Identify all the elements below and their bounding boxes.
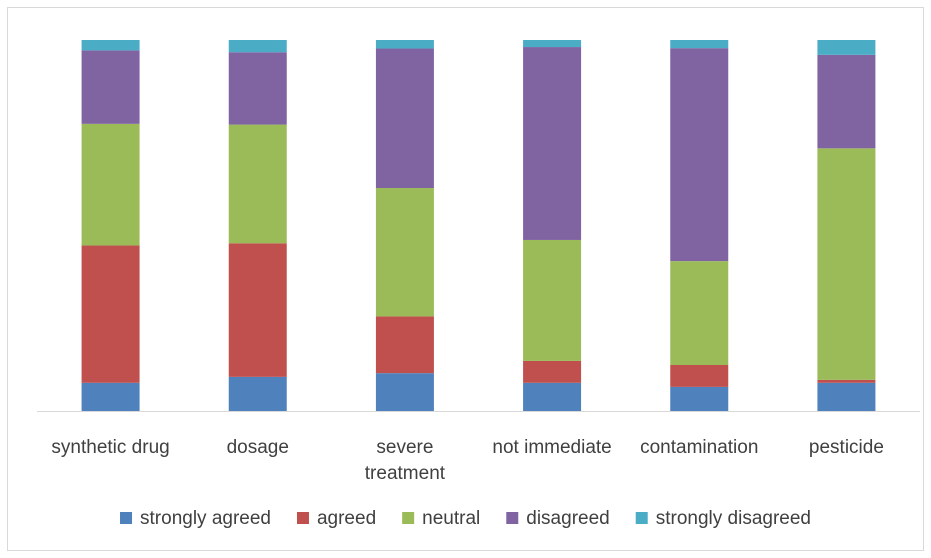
- legend-swatch: [120, 512, 133, 524]
- bar-segment-synthetic-drug-neutral: [81, 123, 140, 246]
- legend-item-disagreed: disagreed: [506, 508, 610, 529]
- bar-segment-severe-treatment-agreed: [375, 316, 434, 374]
- x-tick-label: treatment: [365, 463, 446, 484]
- bar-segment-contamination-strongly-agreed: [670, 386, 729, 411]
- bar-segment-pesticide-strongly-disagreed: [817, 40, 876, 55]
- bar-segment-severe-treatment-disagreed: [375, 48, 434, 189]
- bar-segment-not-immediate-strongly-agreed: [523, 382, 582, 411]
- bar-segment-severe-treatment-neutral: [375, 188, 434, 317]
- bar-segment-synthetic-drug-strongly-agreed: [81, 382, 140, 411]
- x-tick-labels: synthetic drug dosage severe treatment not i…: [51, 437, 883, 484]
- bar-segment-pesticide-strongly-agreed: [817, 382, 876, 411]
- bar-segment-dosage-strongly-disagreed: [228, 40, 287, 53]
- legend-item-agreed: agreed: [296, 508, 376, 529]
- bar-segment-not-immediate-strongly-disagreed: [523, 40, 582, 48]
- bar-segment-severe-treatment-strongly-agreed: [375, 373, 434, 411]
- bar-segment-contamination-neutral: [670, 261, 729, 365]
- bar-segment-contamination-agreed: [670, 365, 729, 387]
- bar-segment-severe-treatment-strongly-disagreed: [375, 40, 434, 49]
- bar-segment-dosage-disagreed: [228, 52, 287, 125]
- legend-label: strongly agreed: [140, 508, 271, 529]
- x-tick-label: synthetic drug: [51, 437, 169, 458]
- legend-swatch: [506, 512, 519, 524]
- chart-area: [7, 7, 924, 551]
- bar-segment-pesticide-neutral: [817, 148, 876, 380]
- bar-segment-contamination-disagreed: [670, 48, 729, 262]
- bar-segment-dosage-neutral: [228, 124, 287, 244]
- bar-segment-dosage-agreed: [228, 243, 287, 377]
- bar-segment-dosage-strongly-agreed: [228, 376, 287, 411]
- x-tick-label: contamination: [640, 437, 758, 458]
- x-tick-label: dosage: [227, 437, 289, 458]
- bar-segment-synthetic-drug-agreed: [81, 245, 140, 383]
- legend-item-strongly-disagreed: strongly disagreed: [635, 508, 811, 529]
- legend-label: disagreed: [526, 508, 609, 529]
- bar-segment-not-immediate-neutral: [523, 239, 582, 361]
- legend-label: strongly disagreed: [656, 508, 811, 529]
- legend-swatch: [296, 512, 309, 524]
- legend-swatch: [402, 512, 415, 524]
- legend-label: agreed: [317, 508, 376, 529]
- x-tick-label: not immediate: [492, 437, 611, 458]
- bar-segment-pesticide-disagreed: [817, 54, 876, 149]
- bars-layer: [81, 40, 876, 411]
- legend-swatch: [635, 512, 648, 524]
- bar-segment-pesticide-agreed: [817, 379, 876, 383]
- x-tick-label: severe: [376, 437, 433, 458]
- bar-segment-not-immediate-agreed: [523, 360, 582, 383]
- bar-segment-contamination-strongly-disagreed: [670, 40, 729, 49]
- legend-item-strongly-agreed: strongly agreed: [120, 508, 271, 529]
- legend-label: neutral: [422, 508, 480, 529]
- legend: strongly agreed agreed neutral disagreed str…: [120, 508, 811, 529]
- bar-segment-synthetic-drug-disagreed: [81, 50, 140, 124]
- x-tick-label: pesticide: [809, 437, 884, 458]
- bar-segment-synthetic-drug-strongly-disagreed: [81, 40, 140, 51]
- bar-segment-not-immediate-disagreed: [523, 47, 582, 240]
- legend-item-neutral: neutral: [402, 508, 480, 529]
